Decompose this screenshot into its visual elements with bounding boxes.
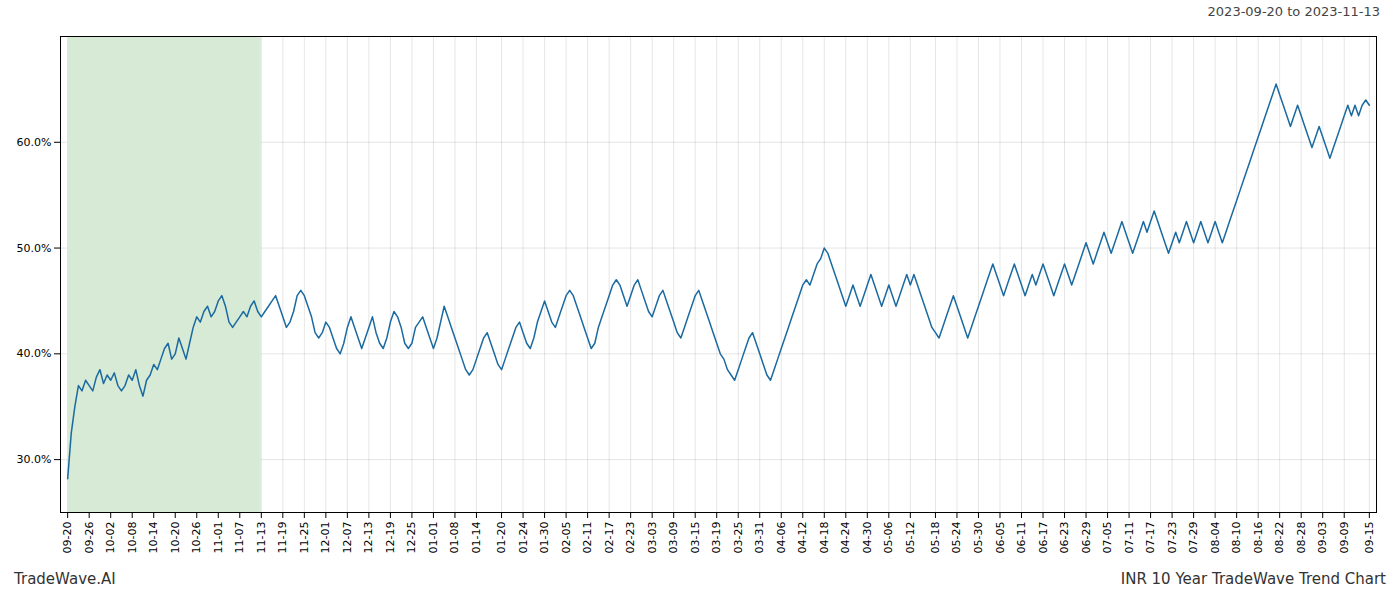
html-text:2023-09-20 to 2023-11-13: 2023-09-20 to 2023-11-13 [1207,4,1380,19]
html-text:INR 10 Year TradeWave Trend Ch: INR 10 Year TradeWave Trend Chart [1120,570,1386,588]
svg-text:07-23: 07-23 [1166,522,1179,554]
svg-text:08-28: 08-28 [1295,522,1308,554]
svg-text:01-01: 01-01 [427,522,440,554]
svg-text:06-23: 06-23 [1058,522,1071,554]
svg-text:09-03: 09-03 [1316,522,1329,554]
svg-text:01-20: 01-20 [495,522,508,554]
svg-text:06-17: 06-17 [1037,522,1050,554]
svg-text:05-12: 05-12 [904,522,917,554]
svg-text:09-09: 09-09 [1338,522,1351,554]
svg-text:40.0%: 40.0% [17,347,52,360]
svg-text:04-06: 04-06 [775,522,788,554]
svg-text:08-04: 08-04 [1209,522,1222,554]
svg-text:11-25: 11-25 [298,522,311,554]
svg-text:02-11: 02-11 [581,522,594,554]
svg-text:50.0%: 50.0% [17,242,52,255]
html-text:TradeWave.AI: TradeWave.AI [14,570,116,588]
svg-text:12-19: 12-19 [384,522,397,554]
svg-text:01-08: 01-08 [448,522,461,554]
svg-text:11-01: 11-01 [212,522,225,554]
svg-text:01-30: 01-30 [538,522,551,554]
svg-text:11-13: 11-13 [255,522,268,554]
svg-text:05-18: 05-18 [929,522,942,554]
svg-text:08-10: 08-10 [1230,522,1243,554]
svg-text:05-30: 05-30 [972,522,985,554]
svg-text:03-25: 03-25 [732,522,745,554]
svg-text:10-08: 10-08 [126,522,139,554]
svg-text:02-05: 02-05 [560,522,573,554]
svg-text:06-11: 06-11 [1015,522,1028,554]
svg-text:07-05: 07-05 [1101,522,1114,554]
svg-text:60.0%: 60.0% [17,136,52,149]
svg-text:02-23: 02-23 [624,522,637,554]
svg-text:05-24: 05-24 [950,522,963,554]
svg-text:09-15: 09-15 [1363,522,1376,554]
svg-text:03-15: 03-15 [689,522,702,554]
svg-text:07-29: 07-29 [1187,522,1200,554]
svg-text:04-30: 04-30 [861,522,874,554]
svg-text:03-31: 03-31 [753,522,766,554]
svg-text:11-19: 11-19 [276,522,289,554]
svg-text:10-26: 10-26 [190,522,203,554]
svg-text:03-19: 03-19 [710,522,723,554]
svg-text:02-17: 02-17 [603,522,616,554]
svg-text:30.0%: 30.0% [17,453,52,466]
svg-text:07-17: 07-17 [1144,522,1157,554]
svg-text:05-06: 05-06 [882,522,895,554]
svg-text:08-22: 08-22 [1273,522,1286,554]
svg-text:12-13: 12-13 [362,522,375,554]
svg-text:07-11: 07-11 [1123,522,1136,554]
svg-text:03-03: 03-03 [646,522,659,554]
svg-text:06-29: 06-29 [1080,522,1093,554]
svg-text:11-07: 11-07 [233,522,246,554]
svg-text:04-24: 04-24 [839,522,852,554]
svg-text:04-18: 04-18 [818,522,831,554]
svg-text:03-09: 03-09 [667,522,680,554]
svg-text:10-14: 10-14 [147,522,160,554]
svg-text:09-20: 09-20 [61,522,74,554]
svg-text:10-20: 10-20 [169,522,182,554]
svg-text:12-07: 12-07 [341,522,354,554]
svg-text:09-26: 09-26 [83,522,96,554]
svg-text:08-16: 08-16 [1252,522,1265,554]
svg-text:04-12: 04-12 [796,522,809,554]
svg-text:01-24: 01-24 [517,522,530,554]
svg-text:12-01: 12-01 [319,522,332,554]
svg-text:10-02: 10-02 [104,522,117,554]
svg-text:01-14: 01-14 [470,522,483,554]
svg-text:12-25: 12-25 [405,522,418,554]
svg-text:06-05: 06-05 [994,522,1007,554]
